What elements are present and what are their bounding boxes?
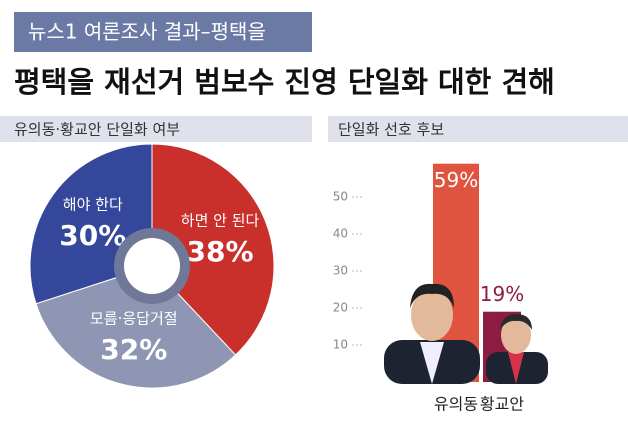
pie-slice: [151, 143, 275, 356]
slice-label: 해야 한다: [63, 195, 123, 213]
y-tick-label: 30: [333, 264, 348, 278]
y-tick-label: 10: [333, 338, 348, 352]
x-tick-label: 유의동: [434, 395, 478, 414]
section-title: 유의동·황교안 단일화 여부: [14, 121, 180, 139]
photo-hair: [410, 283, 454, 308]
y-tick-label: 20: [333, 301, 348, 315]
section-title: 단일화 선호 후보: [338, 121, 444, 139]
title: 평택을 재선거 범보수 진영 단일화 대한 견해: [14, 65, 555, 99]
photo-face: [411, 289, 453, 341]
slice-label: 하면 안 된다: [181, 212, 260, 230]
badge-box: [14, 12, 312, 52]
photo-tie: [508, 352, 524, 384]
photos: [384, 283, 548, 384]
badge: 뉴스1 여론조사 결과–평택을: [28, 20, 266, 44]
y-tick-label: 50: [333, 190, 348, 204]
donut-hole: [124, 238, 180, 294]
section-bar: [328, 116, 628, 142]
photo-face: [501, 316, 531, 354]
slice-label: 모름·응답거절: [90, 309, 178, 327]
pie-slice: [35, 265, 237, 389]
photo-hair: [500, 314, 532, 330]
section-bar: [0, 116, 312, 142]
slice-value: 30%: [59, 219, 126, 252]
bar-value: 59%: [434, 168, 478, 192]
bar-value: 19%: [480, 282, 524, 306]
y-tick-label: 40: [333, 227, 348, 241]
photo-shirt: [420, 342, 444, 384]
slice-value: 32%: [100, 333, 167, 366]
slice-value: 38%: [187, 235, 254, 268]
x-tick-label: 황교안: [480, 395, 524, 414]
